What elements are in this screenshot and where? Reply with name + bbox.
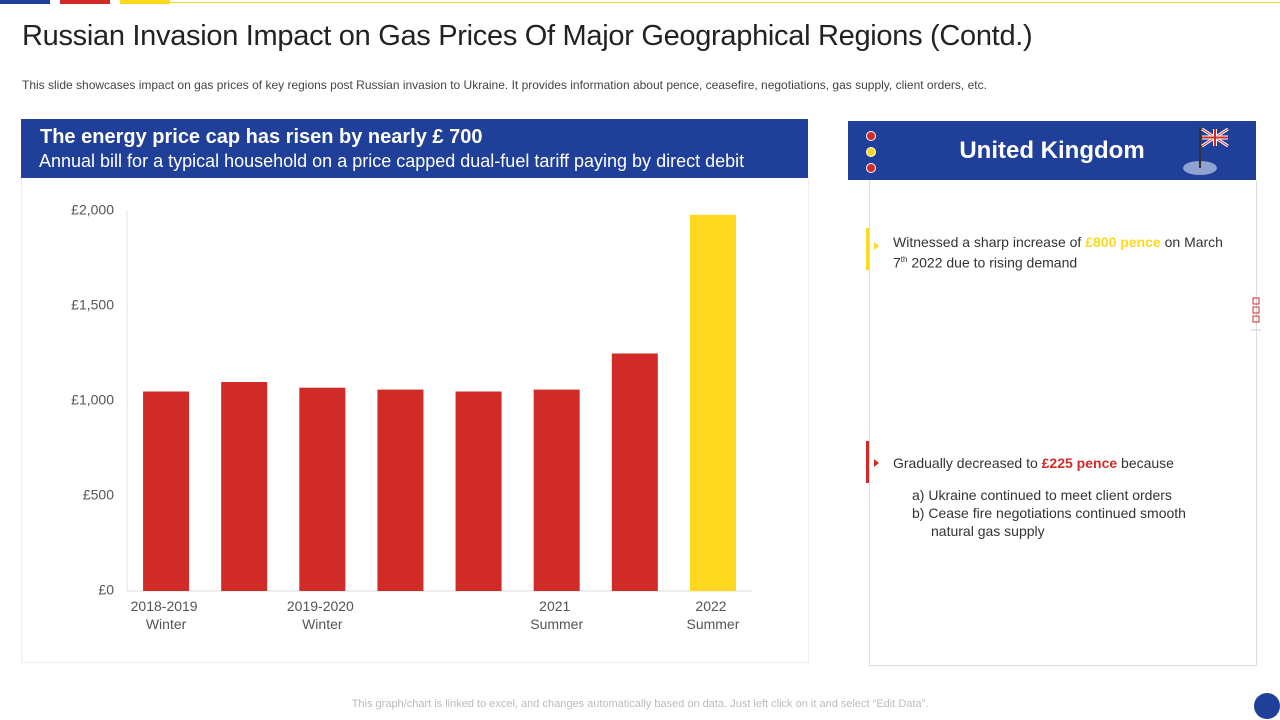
y-tick-label: £1,500	[71, 297, 114, 313]
chart: £0 £500 £1,000 £1,500 £2,000 2018-2019 Winter…	[71, 202, 752, 632]
arrow	[874, 242, 879, 250]
bar	[611, 353, 658, 591]
item: b) Cease fire negotiations continued smo…	[912, 505, 1186, 539]
point-1: Witnessed a sharp increase of £800 pence…	[893, 233, 1233, 272]
x-tick-label: 2019-2020 Winter	[287, 598, 358, 632]
bar	[377, 389, 424, 591]
title: Russian Invasion Impact on Gas Prices Of…	[22, 20, 1033, 52]
y-tick-label: £500	[83, 487, 114, 503]
banner: The energy price cap has risen by nearly…	[21, 119, 808, 178]
y-tick-label: £2,000	[71, 202, 114, 218]
dot	[866, 131, 876, 141]
footer: This graph/chart is linked to excel, and…	[351, 698, 929, 710]
panel-box	[869, 180, 1257, 666]
sup: th	[900, 255, 908, 264]
dot	[866, 163, 876, 173]
chart-box	[21, 178, 809, 663]
y-tick-label: £0	[98, 582, 114, 598]
banner-heading: The energy price cap has risen by nearly…	[40, 126, 483, 148]
flag-icon	[1183, 127, 1229, 175]
bar	[533, 389, 580, 591]
bar	[221, 382, 268, 591]
text: because	[1117, 455, 1174, 471]
bar	[143, 391, 190, 591]
bar	[299, 387, 346, 591]
text: on March 7	[893, 234, 1223, 271]
y-tick-label: £1,000	[71, 392, 114, 408]
text: 2022 due to rising demand	[907, 254, 1078, 271]
strip	[120, 0, 170, 4]
arrow	[874, 459, 879, 467]
x-tick-label: 2022 Summer	[686, 598, 739, 632]
bar	[455, 391, 502, 591]
strip	[60, 0, 110, 4]
strip	[0, 0, 50, 4]
accent	[866, 228, 869, 270]
point-2-items: a) Ukraine continued to meet client orde…	[912, 486, 1212, 540]
banner-text: Annual bill for a typical household on a…	[39, 151, 745, 171]
bar	[689, 214, 736, 592]
corner-dot	[1254, 693, 1280, 719]
point-2: Gradually decreased to £225 pence becaus…	[893, 455, 1233, 471]
item: a) Ukraine continued to meet client orde…	[912, 487, 1172, 503]
subtitle: This slide showcases impact on gas price…	[22, 78, 987, 92]
highlight: £800 pence	[1085, 234, 1161, 250]
x-tick-label: 2021 Summer	[530, 598, 583, 632]
highlight: £225 pence	[1041, 455, 1118, 471]
text: Witnessed a sharp increase of	[893, 234, 1086, 250]
dot	[866, 147, 876, 157]
decor	[1251, 297, 1261, 331]
panel-header: United Kingdom	[848, 121, 1256, 180]
panel-title: United Kingdom	[959, 137, 1145, 164]
strip	[170, 2, 1280, 3]
x-tick-label: 2018-2019 Winter	[131, 598, 202, 632]
text: Gradually decreased to	[893, 455, 1042, 471]
accent	[866, 441, 869, 483]
